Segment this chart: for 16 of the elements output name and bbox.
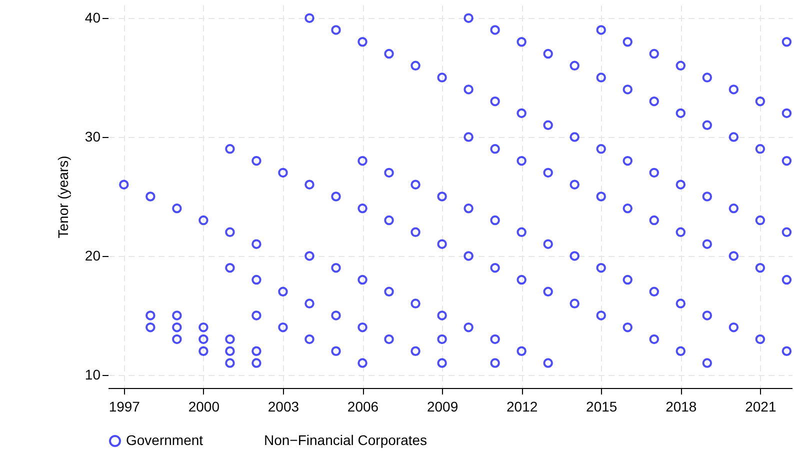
legend-label: Government bbox=[126, 432, 204, 448]
x-tick-label: 2000 bbox=[188, 398, 220, 414]
x-tick-label: 2006 bbox=[347, 398, 379, 414]
y-tick-label: 40 bbox=[84, 10, 101, 26]
x-tick-label: 2009 bbox=[426, 398, 458, 414]
x-tick-label: 2021 bbox=[745, 398, 776, 414]
x-tick-label: 1997 bbox=[108, 398, 140, 414]
y-axis-title: Tenor (years) bbox=[54, 156, 71, 238]
x-tick-label: 2018 bbox=[666, 398, 697, 414]
x-tick-label: 2015 bbox=[586, 398, 618, 414]
y-tick-label: 30 bbox=[84, 128, 101, 145]
x-tick-label: 2003 bbox=[268, 398, 300, 414]
y-tick-label: 10 bbox=[84, 366, 101, 382]
y-tick-label: 20 bbox=[84, 247, 101, 264]
x-tick-label: 2012 bbox=[506, 398, 538, 414]
text: Non−Financial Corporates bbox=[264, 432, 428, 448]
